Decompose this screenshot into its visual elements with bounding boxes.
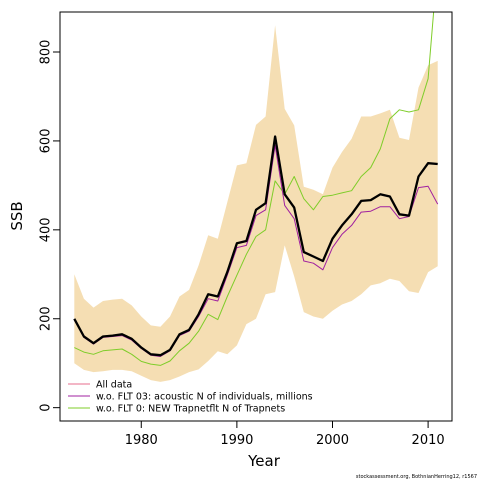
band-area [74, 25, 438, 382]
legend-label-2: w.o. FLT 0: NEW Trapnetflt N of Trapnets [96, 404, 285, 415]
x-tick-label: 2010 [412, 433, 445, 448]
confidence-band [74, 25, 438, 382]
y-tick-label: 0 [39, 404, 54, 412]
series-line-0 [73, 135, 438, 357]
legend-label-1: w.o. FLT 03: acoustic N of individuals, … [96, 392, 313, 403]
plot-frame [59, 11, 453, 422]
x-tick-label: 1980 [125, 433, 158, 448]
y-tick-label: 400 [39, 217, 54, 242]
series-line-2 [74, 12, 435, 366]
x-axis-title: Year [247, 452, 281, 470]
x-tick-label: 2000 [316, 433, 349, 448]
y-tick-label: 600 [39, 129, 54, 154]
y-tick-label: 200 [39, 306, 54, 331]
y-tick-label: 800 [39, 40, 54, 65]
y-axis: 0 200 400 600 800 [39, 40, 60, 412]
y-axis-title: SSB [8, 201, 26, 230]
x-tick-label: 1990 [220, 433, 253, 448]
x-axis: 1980 1990 2000 2010 [125, 421, 445, 448]
footer-credit: stockassessment.org, BothnianHerring12, … [356, 474, 477, 480]
series-lines [73, 12, 439, 366]
legend-label-0: All data [96, 380, 132, 391]
